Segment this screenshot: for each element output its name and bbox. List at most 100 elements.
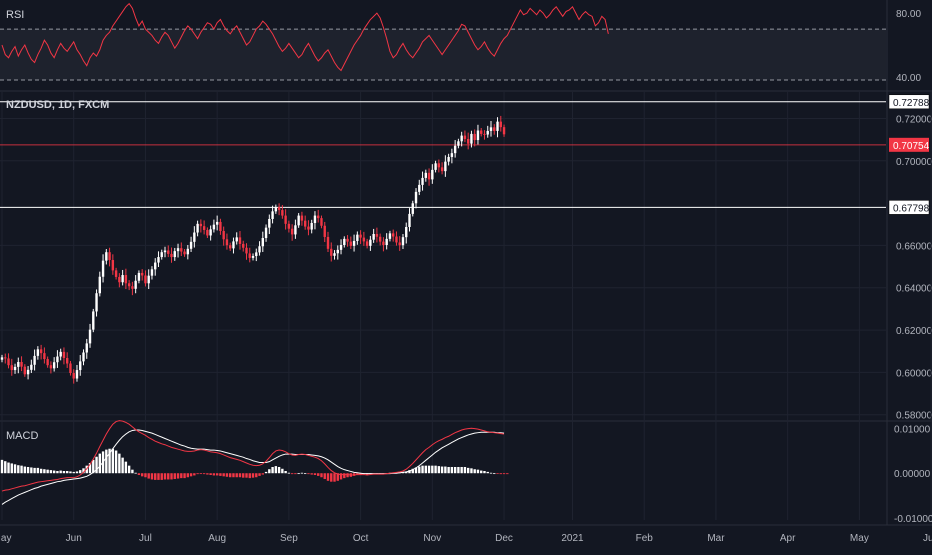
macd-histogram-bar [336, 473, 339, 481]
macd-histogram-bar [502, 473, 506, 475]
macd-histogram-bar [17, 465, 20, 474]
candle-body [352, 240, 356, 246]
candle-body [127, 283, 131, 287]
candle-body [294, 225, 297, 235]
macd-histogram-bar [287, 472, 291, 474]
candle-body [134, 280, 137, 289]
macd-histogram-bar [215, 473, 219, 476]
macd-histogram-bar [98, 453, 101, 474]
macd-histogram-bar [163, 473, 167, 480]
macd-histogram-bar [274, 466, 278, 474]
time-tick-label: May [0, 533, 11, 544]
macd-histogram-bar [95, 456, 98, 474]
candle-body [463, 135, 467, 139]
macd-histogram-bar [72, 471, 75, 474]
macd-histogram-bar [225, 473, 229, 477]
candle-body [268, 218, 271, 228]
candle-body [206, 229, 209, 236]
macd-histogram-bar [489, 472, 493, 474]
candle-body [424, 172, 427, 178]
candle-body [339, 244, 343, 250]
macd-histogram-bar [421, 465, 424, 474]
macd-histogram-bar [333, 473, 336, 482]
candle-body [173, 251, 176, 258]
candle-body [199, 223, 203, 227]
candle-body [59, 351, 62, 357]
candle-body [421, 177, 424, 185]
candle-body [140, 272, 144, 276]
macd-histogram-bar [193, 473, 196, 476]
time-tick-label: Apr [780, 533, 796, 544]
macd-histogram-bar [69, 471, 72, 474]
candle-body [392, 233, 395, 237]
candle-body [362, 237, 366, 242]
candle-body [212, 224, 216, 230]
macd-histogram-bar [496, 473, 499, 475]
candle-body [427, 172, 431, 180]
candle-body [180, 248, 183, 252]
macd-histogram-bar [82, 468, 85, 474]
candle-body [248, 253, 251, 258]
candle-body [330, 248, 333, 256]
macd-line [1, 420, 505, 492]
candle-body [101, 260, 105, 277]
candle-body [375, 233, 379, 237]
level-label-box [888, 200, 930, 215]
macd-histogram-bar [251, 473, 255, 478]
macd-title: MACD [6, 430, 39, 442]
time-tick-label: Jun [923, 533, 932, 544]
candle-body [453, 145, 457, 154]
candle-body [450, 153, 454, 157]
macd-histogram-bar [483, 471, 486, 474]
macd-histogram-bar [144, 473, 147, 478]
macd-histogram-bar [46, 469, 49, 474]
candle-body [66, 357, 69, 364]
macd-tick-label: 0.00000 [894, 469, 931, 480]
candle-body [333, 253, 336, 256]
candle-body [4, 357, 7, 359]
candle-body [287, 223, 291, 229]
candle-body [457, 141, 460, 146]
candle-body [17, 362, 20, 367]
candle-body [52, 362, 56, 369]
candle-body [26, 369, 30, 375]
candle-body [408, 213, 411, 228]
rsi-tick-label: 80.00 [896, 9, 921, 20]
price-tick-label: 0.64000 [896, 284, 932, 295]
candle-body [10, 365, 13, 371]
candle-body [440, 167, 444, 172]
macd-histogram-bar [339, 473, 343, 480]
candle-body [193, 232, 196, 242]
candle-body [118, 276, 121, 283]
macd-histogram-bar [140, 473, 144, 477]
macd-histogram-bar [66, 471, 69, 474]
candle-body [281, 210, 284, 216]
candle-body [493, 127, 496, 131]
macd-histogram-bar [473, 469, 476, 474]
candle-body [0, 357, 4, 360]
last-price-label: 0.70754 [893, 141, 930, 152]
candle-body [20, 362, 23, 367]
macd-histogram-bar [131, 469, 134, 474]
candle-body [414, 191, 418, 204]
candle-body [111, 260, 115, 271]
macd-histogram-bar [59, 470, 62, 474]
candle-body [251, 256, 255, 258]
candle-body [395, 236, 398, 243]
candle-body [56, 356, 59, 363]
macd-histogram-bar [212, 473, 216, 476]
macd-histogram-bar [88, 462, 92, 474]
macd-histogram-bar [157, 473, 160, 480]
candle-body [69, 363, 72, 374]
macd-histogram-bar [499, 473, 502, 475]
candle-body [209, 229, 212, 236]
macd-histogram-bar [105, 449, 108, 474]
macd-histogram-bar [206, 473, 209, 475]
candle-body [98, 276, 101, 294]
candle-body [401, 237, 405, 246]
candle-body [382, 241, 385, 245]
candle-body [307, 226, 310, 230]
macd-histogram-bar [180, 473, 183, 479]
candle-body [72, 373, 75, 379]
